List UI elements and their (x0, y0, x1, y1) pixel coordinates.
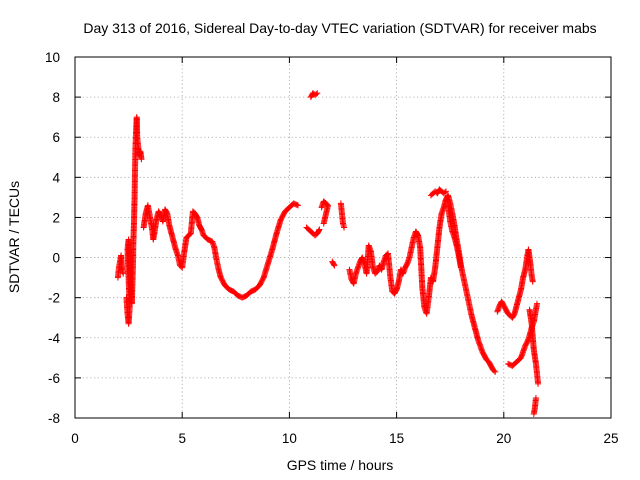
y-tick-label: 8 (52, 90, 60, 105)
chart-title: Day 313 of 2016, Sidereal Day-to-day VTE… (83, 20, 596, 36)
y-axis-title: SDTVAR / TECUs (6, 181, 22, 293)
data-point (534, 300, 541, 307)
y-tick-label: -8 (48, 411, 60, 426)
tick-labels: 0 5 10 15 20 25 -8 -6 -4 -2 0 2 4 6 8 10 (45, 50, 619, 446)
data-point (320, 220, 327, 227)
data-point (457, 264, 464, 271)
data-point (120, 270, 127, 277)
x-tick-label: 0 (71, 431, 79, 446)
data-point (314, 90, 321, 97)
y-tick-label: -6 (48, 371, 60, 386)
data-point (442, 188, 449, 195)
x-axis-title: GPS time / hours (287, 457, 394, 473)
y-tick-label: 10 (45, 50, 60, 65)
y-tick-label: 0 (52, 251, 60, 266)
y-tick-label: -2 (48, 291, 60, 306)
data-point (529, 278, 536, 285)
x-tick-label: 15 (389, 431, 404, 446)
data-point (492, 368, 499, 375)
data-point (315, 227, 322, 234)
x-tick-label: 25 (603, 431, 618, 446)
data-point (313, 91, 320, 98)
data-point (341, 224, 348, 231)
axis-ticks (74, 56, 612, 419)
y-tick-label: 4 (52, 170, 60, 185)
data-points (114, 90, 542, 417)
x-tick-label: 20 (496, 431, 511, 446)
data-point (293, 201, 300, 208)
x-tick-label: 10 (282, 431, 297, 446)
data-point (331, 262, 338, 269)
y-tick-label: -4 (48, 331, 60, 346)
data-point (532, 394, 539, 401)
y-tick-label: 6 (52, 130, 60, 145)
data-point (491, 367, 498, 374)
data-point (535, 380, 542, 387)
x-tick-label: 5 (178, 431, 186, 446)
data-point (441, 189, 448, 196)
data-point (316, 226, 323, 233)
y-tick-label: 2 (52, 210, 60, 225)
plot-frame (74, 56, 612, 419)
data-point (138, 156, 145, 163)
data-point (330, 261, 337, 268)
data-point (294, 202, 301, 209)
grid-layer (75, 57, 611, 418)
